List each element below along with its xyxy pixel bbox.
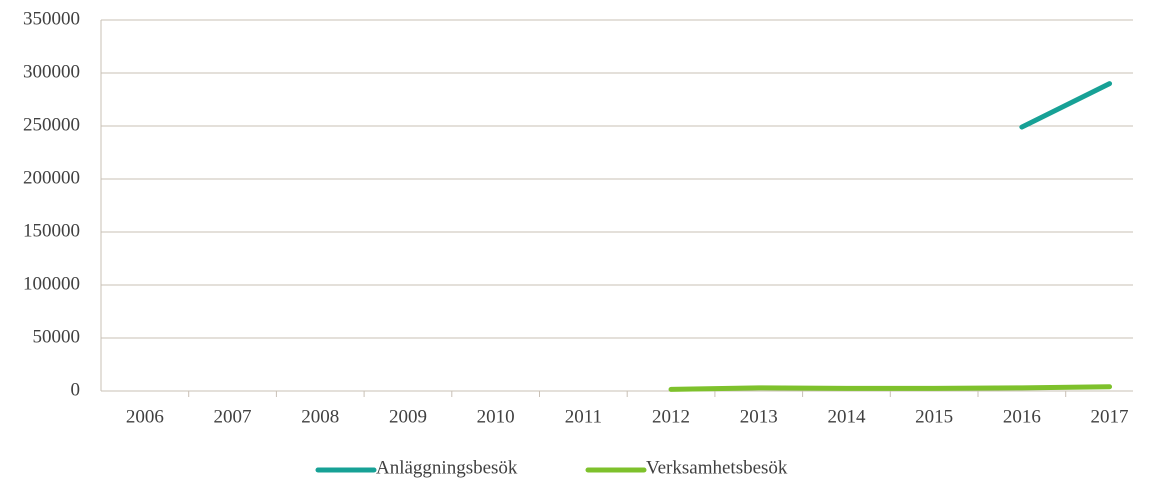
x-tick-label: 2009 bbox=[389, 406, 427, 427]
y-tick-label: 50000 bbox=[33, 326, 81, 347]
y-tick-label: 100000 bbox=[23, 273, 80, 294]
y-tick-label: 0 bbox=[71, 379, 81, 400]
x-tick-label: 2016 bbox=[1003, 406, 1041, 427]
y-tick-label: 200000 bbox=[23, 167, 80, 188]
x-tick-label: 2013 bbox=[740, 406, 778, 427]
x-tick-label: 2006 bbox=[126, 406, 164, 427]
x-tick-label: 2010 bbox=[477, 406, 515, 427]
x-tick-label: 2017 bbox=[1091, 406, 1129, 427]
x-tick-label: 2012 bbox=[652, 406, 690, 427]
y-tick-label: 150000 bbox=[23, 220, 80, 241]
y-tick-label: 350000 bbox=[23, 8, 80, 29]
series-line bbox=[1019, 81, 1113, 130]
x-tick-label: 2008 bbox=[301, 406, 339, 427]
x-tick-label: 2015 bbox=[915, 406, 953, 427]
series-line bbox=[668, 384, 1113, 392]
legend-label: Anläggningsbesök bbox=[376, 457, 518, 478]
x-tick-label: 2014 bbox=[827, 406, 866, 427]
y-tick-label: 250000 bbox=[23, 114, 80, 135]
legend-label: Verksamhetsbesök bbox=[646, 457, 788, 478]
y-tick-label: 300000 bbox=[23, 61, 80, 82]
x-tick-label: 2011 bbox=[565, 406, 602, 427]
x-tick-label: 2007 bbox=[214, 406, 252, 427]
